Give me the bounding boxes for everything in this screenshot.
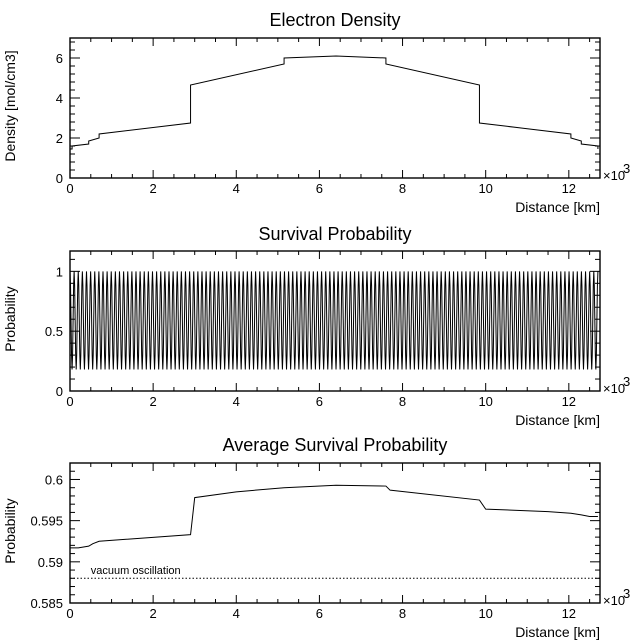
x-tick-label: 4 [233,181,240,196]
chart-title: Survival Probability [258,224,411,244]
x-axis-label: Distance [km] [515,624,600,640]
x-tick-label: 0 [66,181,73,196]
x-tick-label: 8 [399,606,406,621]
x-tick-label: 4 [233,606,240,621]
y-tick-label: 4 [56,91,63,106]
y-axis-label: Probability [2,498,18,563]
x-tick-label: 10 [478,606,492,621]
x-tick-label: 10 [478,394,492,409]
x-tick-label: 6 [316,606,323,621]
y-tick-label: 0 [56,384,63,399]
series-line [70,55,599,150]
x-tick-label: 8 [399,394,406,409]
y-axis-label: Probability [2,286,18,351]
y-tick-label: 0.59 [38,555,63,570]
x-multiplier: ×10 [603,381,625,396]
chart-panel-2: Survival Probability 0 2 4 6 8 10 12 0 0.5 1 Distan… [2,224,630,428]
x-multiplier: ×10 [603,593,625,608]
x-axis-label: Distance [km] [515,199,600,215]
x-tick-label: 2 [150,181,157,196]
x-multiplier-exponent: 3 [623,586,630,601]
y-tick-label: 0.5 [45,324,63,339]
x-multiplier-exponent: 3 [623,374,630,389]
y-axis-label: Density [mol/cm3] [2,50,18,161]
x-tick-label: 12 [562,606,576,621]
x-tick-label: 12 [562,394,576,409]
x-tick-label: 10 [478,181,492,196]
chart-panel-3: Average Survival Probability 0 2 4 6 8 10 12 0.5… [2,435,630,640]
chart-panel-1: Electron Density 0 2 4 6 8 10 12 0 2 4 6 Distance [k… [2,10,630,215]
plot-frame [69,462,601,604]
y-tick-label: 1 [56,264,63,279]
annotation-vacuum-oscillation: vacuum oscillation [91,565,181,577]
series-line-oscillation [69,271,599,370]
y-tick-label: 2 [56,131,63,146]
y-tick-label: 0 [56,171,63,186]
x-tick-label: 8 [399,181,406,196]
x-axis-label: Distance [km] [515,412,600,428]
x-tick-label: 6 [316,394,323,409]
y-tick-label: 0.595 [30,514,63,529]
y-tick-label: 0.585 [30,596,63,611]
chart-title: Electron Density [269,10,400,30]
x-multiplier: ×10 [603,168,625,183]
plot-frame [69,250,601,392]
x-tick-label: 0 [66,394,73,409]
x-tick-label: 2 [150,606,157,621]
series-line [70,484,598,549]
x-multiplier-exponent: 3 [623,161,630,176]
chart-title: Average Survival Probability [223,435,448,455]
x-tick-label: 4 [233,394,240,409]
y-tick-label: 6 [56,51,63,66]
x-tick-label: 0 [66,606,73,621]
x-tick-label: 12 [562,181,576,196]
x-tick-label: 6 [316,181,323,196]
x-tick-label: 2 [150,394,157,409]
plot-frame [69,37,601,179]
y-tick-label: 0.6 [45,472,63,487]
